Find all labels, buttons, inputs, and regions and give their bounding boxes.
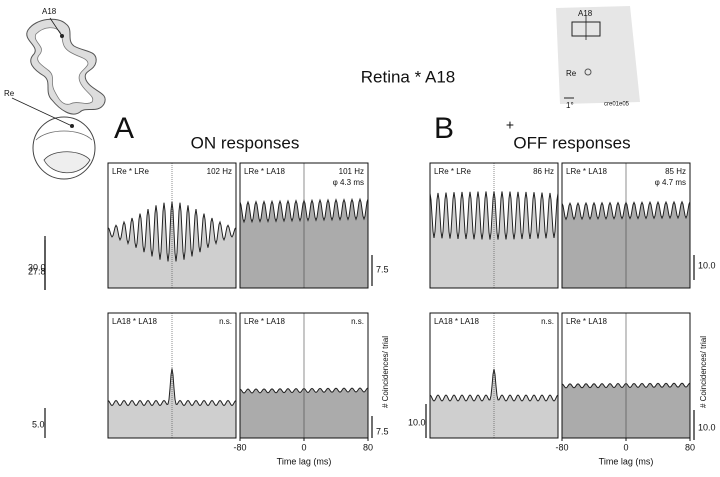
brain-drawing (11, 17, 106, 180)
section-letter: B (434, 112, 454, 145)
anatomy-label: Re (4, 89, 15, 98)
panel-frame (429, 312, 559, 439)
scale-value: 27.8 (28, 266, 46, 276)
scale-value: 30.0 (28, 262, 46, 272)
scale-value: 5.0 (32, 419, 45, 429)
panel-frame (107, 162, 237, 289)
x-tick-label: -80 (555, 442, 568, 452)
frequency-label: 102 Hz (207, 167, 232, 176)
scale-value: 10.0 (698, 422, 716, 432)
histogram-area (108, 201, 236, 288)
inset-label: A18 (578, 9, 593, 18)
x-tick-label: -80 (233, 442, 246, 452)
panel-frame (107, 312, 237, 439)
correlogram (561, 162, 691, 289)
correlogram (107, 312, 237, 439)
phase-label: φ 4.3 ms (333, 178, 364, 187)
anatomy-label: A18 (42, 7, 57, 16)
section-letter: A (114, 112, 134, 145)
correlogram (239, 312, 369, 439)
scale-value: 10.0 (408, 417, 426, 427)
x-tick-label: 0 (623, 442, 628, 452)
panel-frame (561, 162, 691, 289)
pair-label: LRe * LA18 (244, 317, 285, 326)
inset-label: 1° (566, 101, 574, 110)
scale-value: 10.0 (698, 260, 716, 270)
correlogram (429, 162, 559, 289)
frequency-label: 85 Hz (665, 167, 686, 176)
x-tick-label: 80 (363, 442, 373, 452)
x-tick-label: 0 (301, 442, 306, 452)
correlogram (429, 312, 559, 439)
panel-frame (429, 162, 559, 289)
plus-mark: + (506, 117, 514, 133)
frequency-label: n.s. (219, 317, 232, 326)
y-axis-label: # Coincidences/ trial (699, 336, 708, 408)
pair-label: LRe * LRe (112, 167, 149, 176)
scale-value: 7.5 (376, 426, 389, 436)
phase-label: φ 4.7 ms (655, 178, 686, 187)
frequency-label: 101 Hz (339, 167, 364, 176)
frequency-label: 86 Hz (533, 167, 554, 176)
section-heading: OFF responses (513, 133, 630, 152)
correlogram (107, 162, 237, 289)
pair-label: LRe * LA18 (566, 167, 607, 176)
inset-map (556, 6, 640, 104)
x-tick-label: 80 (685, 442, 695, 452)
pair-label: LRe * LA18 (244, 167, 285, 176)
figure-title: Retina * A18 (361, 67, 456, 86)
pair-label: LRe * LRe (434, 167, 471, 176)
section-heading: ON responses (191, 133, 300, 152)
panel-frame (239, 162, 369, 289)
fit-curve (107, 368, 237, 407)
correlogram (239, 162, 369, 289)
scale-value: 7.5 (376, 264, 389, 274)
inset-label: cre01e05 (604, 102, 630, 108)
x-axis-label: Time lag (ms) (599, 456, 654, 466)
pair-label: LA18 * LA18 (112, 317, 157, 326)
frequency-label: n.s. (351, 317, 364, 326)
inset-label: Re (566, 69, 577, 78)
y-axis-label: # Coincidences/ trial (381, 336, 390, 408)
x-axis-label: Time lag (ms) (277, 456, 332, 466)
correlogram (561, 312, 691, 439)
frequency-label: n.s. (541, 317, 554, 326)
pair-label: LRe * LA18 (566, 317, 607, 326)
pair-label: LA18 * LA18 (434, 317, 479, 326)
